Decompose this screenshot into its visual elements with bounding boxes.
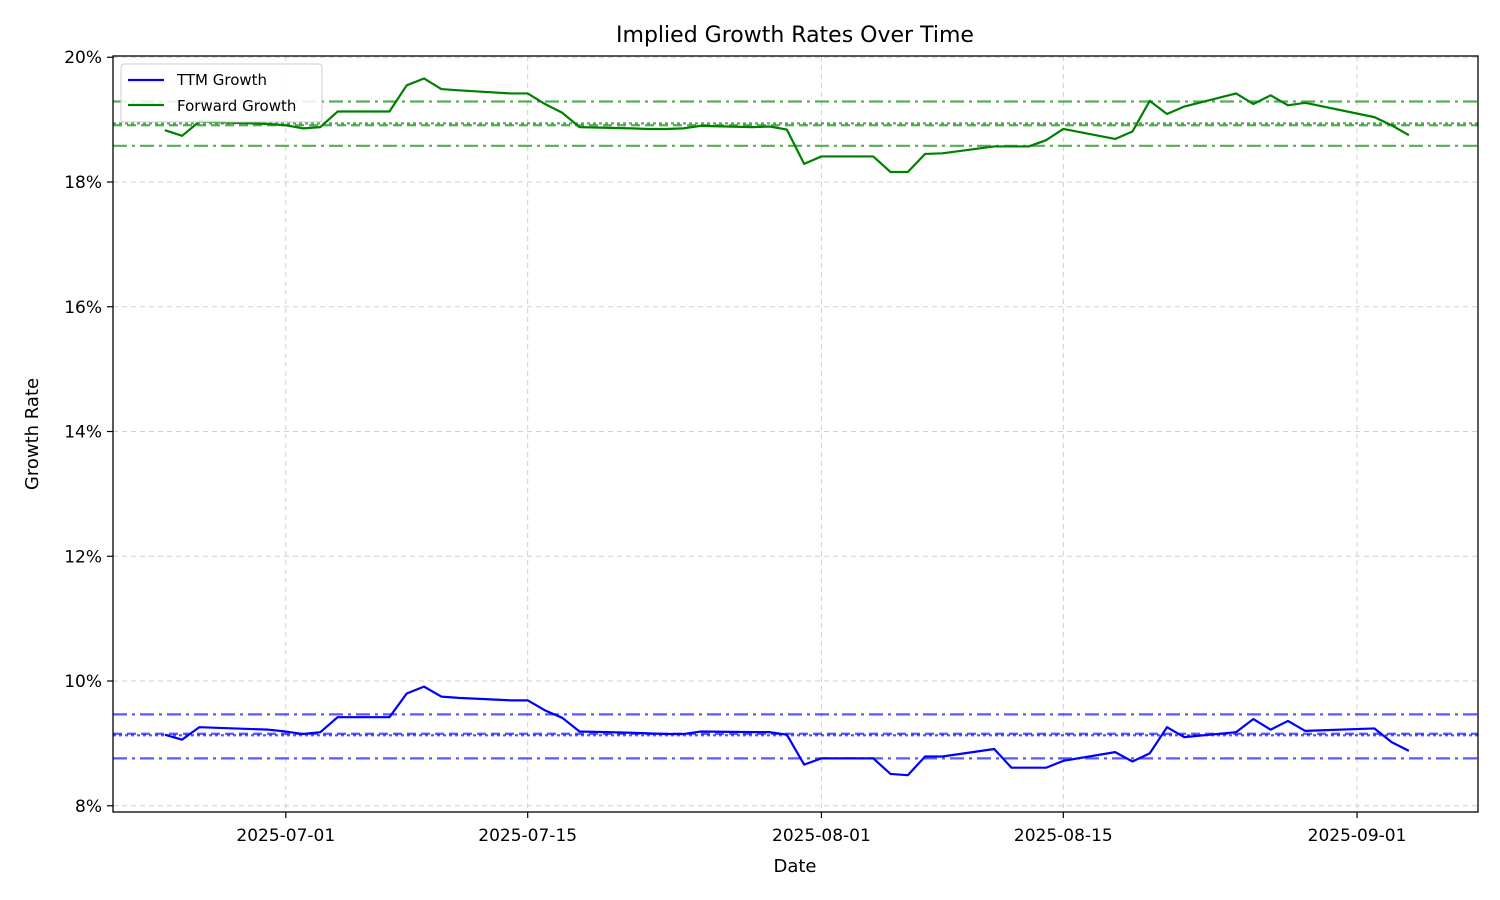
x-tick-label: 2025-07-01 xyxy=(236,826,335,846)
x-axis-ticks: 2025-07-01 2025-07-15 2025-08-01 2025-08-15… xyxy=(236,812,1406,846)
y-tick-label: 18% xyxy=(64,173,102,193)
legend: TTM Growth Forward Growth xyxy=(120,63,323,123)
y-tick-label: 16% xyxy=(64,298,102,318)
legend-label-ttm-growth: TTM Growth xyxy=(176,71,267,89)
series-line-forward-growth xyxy=(164,77,1410,174)
legend-box xyxy=(120,63,323,123)
y-axis-ticks: 8% 10% 12% 14% 16% 18% 20% xyxy=(64,48,113,817)
x-tick-label: 2025-07-15 xyxy=(478,826,577,846)
grid xyxy=(113,56,1478,812)
y-tick-label: 10% xyxy=(64,672,102,692)
y-tick-label: 12% xyxy=(64,547,102,567)
plot-frame xyxy=(112,55,1479,813)
x-tick-label: 2025-08-01 xyxy=(772,826,871,846)
y-tick-label: 14% xyxy=(64,423,102,443)
x-axis-label: Date xyxy=(773,856,816,877)
x-tick-label: 2025-08-15 xyxy=(1014,826,1113,846)
y-axis-label: Growth Rate xyxy=(22,378,43,490)
series-lines xyxy=(164,77,1410,777)
series-line-ttm-growth xyxy=(164,685,1410,777)
x-tick-label: 2025-09-01 xyxy=(1308,826,1407,846)
chart-title: Implied Growth Rates Over Time xyxy=(616,23,974,48)
legend-label-forward-growth: Forward Growth xyxy=(177,97,296,115)
y-tick-label: 8% xyxy=(75,797,102,817)
y-tick-label: 20% xyxy=(64,48,102,68)
